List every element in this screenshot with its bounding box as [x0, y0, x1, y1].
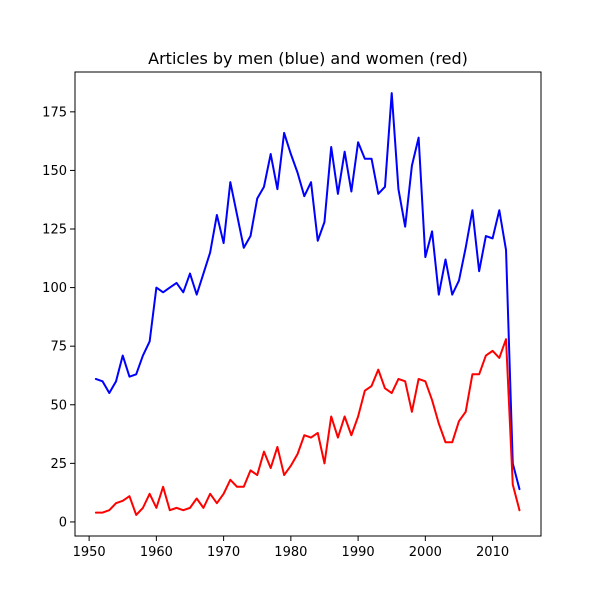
series-line-red: [94, 338, 521, 516]
y-tick-label: 150: [42, 164, 67, 179]
chart-title: Articles by men (blue) and women (red): [148, 49, 468, 68]
series-line-blue: [94, 92, 521, 491]
y-tick-label: 25: [50, 457, 67, 472]
x-tick-label: 1990: [342, 545, 375, 560]
y-axis: 0 25 50 75 100 125 150 175: [42, 105, 75, 530]
x-tick-label: 1980: [274, 545, 307, 560]
x-tick-label: 1970: [207, 545, 240, 560]
y-tick-label: 50: [50, 398, 67, 413]
y-tick-label: 0: [59, 515, 67, 530]
y-tick-label: 100: [42, 281, 67, 296]
y-tick-label: 175: [42, 105, 67, 120]
y-tick-label: 75: [50, 340, 67, 355]
x-tick-label: 1960: [140, 545, 173, 560]
x-tick-label: 2000: [409, 545, 442, 560]
x-axis: 1950 1960 1970 1980 1990 2000 2010: [73, 536, 509, 560]
axes-frame: [74, 71, 542, 537]
x-tick-label: 2010: [476, 545, 509, 560]
series-layer: [94, 92, 521, 516]
x-tick-label: 1950: [73, 545, 106, 560]
y-tick-label: 125: [42, 223, 67, 238]
